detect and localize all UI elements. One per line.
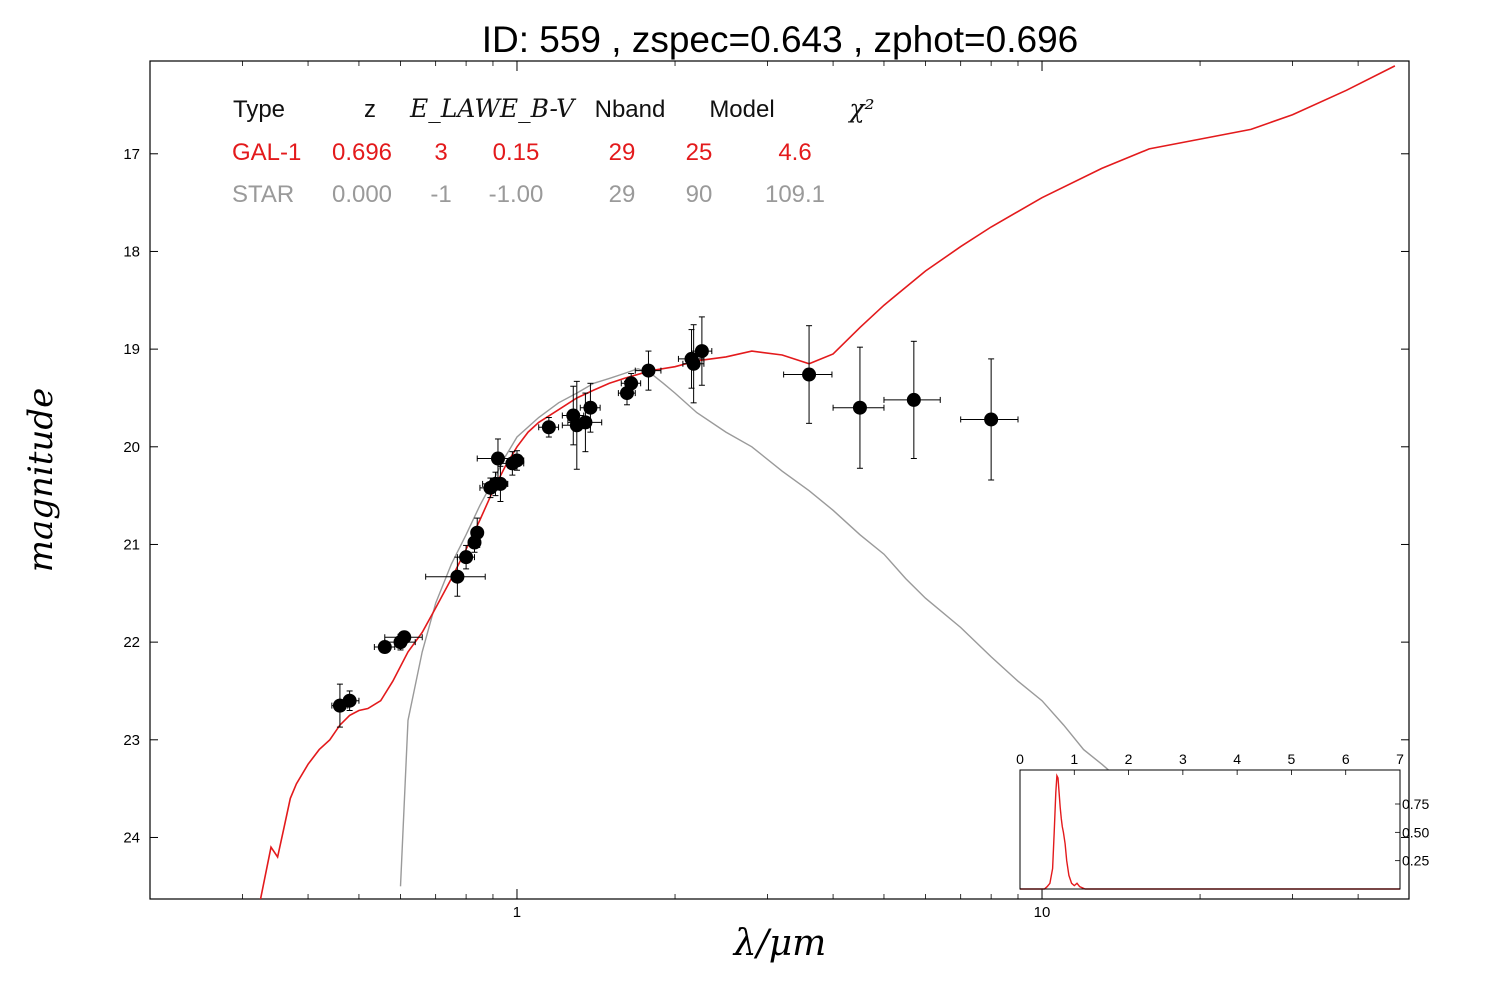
y-tick-label: 21 — [123, 536, 140, 553]
data-point — [832, 346, 885, 469]
data-point — [883, 340, 941, 460]
inset-plot: 0 1 2 3 4 5 6 7 0.25 0.50 0.75 — [1016, 751, 1429, 890]
data-point-marker — [493, 476, 508, 491]
y-tick-label: 19 — [123, 341, 140, 358]
data-point-marker — [490, 451, 505, 466]
table-cell: -1.00 — [489, 181, 544, 208]
sed-curve-star — [399, 367, 1120, 887]
inset-y-tick-label: 0.25 — [1402, 853, 1429, 869]
y-tick-label: 23 — [123, 732, 140, 749]
data-point — [384, 630, 423, 645]
data-point-marker — [377, 640, 392, 655]
table-header-nband: Nband — [595, 96, 666, 123]
x-tick-label: 1 — [513, 904, 521, 921]
data-point — [783, 325, 833, 424]
data-point-marker — [583, 400, 598, 415]
data-point-marker — [906, 392, 921, 407]
data-point — [960, 358, 1019, 481]
table-header-elaw: E_LAW — [409, 94, 502, 123]
inset-x-tick-label: 3 — [1179, 751, 1187, 767]
plot-frame — [149, 60, 1410, 900]
inset-pdf: 0 1 2 3 4 5 6 7 0.25 0.50 0.75 — [1016, 751, 1429, 890]
inset-y-tick-label: 0.50 — [1402, 824, 1429, 840]
data-point-marker — [802, 367, 817, 382]
y-tick-label: 20 — [123, 439, 140, 456]
data-point-marker — [459, 550, 474, 565]
table-header-type: Type — [233, 96, 285, 123]
table-header-model: Model — [709, 96, 774, 123]
table-header-ebv: E_B-V — [499, 94, 577, 123]
x-axis-ticks: 1 10 — [242, 61, 1359, 921]
inset-x-tick-label: 2 — [1125, 751, 1133, 767]
fit-table: Type z E_LAW E_B-V Nband Model χ² GAL-1 0.696 3 0.… — [232, 94, 875, 208]
y-tick-label: 17 — [123, 146, 140, 163]
table-cell: 4.6 — [778, 139, 811, 166]
inset-x-tick-label: 0 — [1016, 751, 1024, 767]
data-point-marker — [852, 400, 867, 415]
chart-title: ID: 559 , zspec=0.643 , zphot=0.696 — [482, 19, 1079, 60]
inset-y-tick-label: 0.75 — [1402, 796, 1429, 812]
inset-background — [1020, 770, 1400, 889]
data-point-marker — [509, 453, 524, 468]
data-point-marker — [450, 569, 465, 584]
inset-x-tick-label: 4 — [1233, 751, 1241, 767]
photometry-points — [331, 316, 1019, 728]
data-point — [425, 556, 486, 597]
data-point — [561, 385, 585, 446]
table-header-chi2: χ² — [847, 94, 874, 123]
data-point — [456, 544, 475, 570]
model-curves — [259, 65, 1396, 899]
data-point-marker — [578, 415, 593, 430]
data-point-marker — [541, 420, 556, 435]
data-point — [579, 382, 601, 433]
data-point — [634, 350, 662, 391]
sed-curve-gal-1 — [259, 65, 1396, 899]
y-tick-label: 22 — [123, 634, 140, 651]
inset-x-tick-label: 6 — [1342, 751, 1350, 767]
table-cell: 0.000 — [332, 181, 392, 208]
y-tick-label: 18 — [123, 243, 140, 260]
table-cell: -1 — [430, 181, 451, 208]
y-axis-label: magnitude — [21, 388, 61, 573]
data-point — [470, 517, 485, 548]
x-tick-label: 10 — [1034, 904, 1051, 921]
data-point — [492, 465, 509, 502]
table-header-z: z — [364, 96, 376, 123]
data-point — [620, 373, 642, 394]
table-cell: 109.1 — [765, 181, 825, 208]
data-point-marker — [397, 630, 412, 645]
data-point — [509, 450, 525, 471]
data-point-marker — [984, 412, 999, 427]
data-point — [682, 324, 705, 404]
inset-x-tick-label: 1 — [1070, 751, 1078, 767]
inset-x-tick-label: 7 — [1396, 751, 1404, 767]
inset-frame — [1019, 769, 1401, 890]
table-cell: STAR — [232, 181, 294, 208]
table-cell: 0.696 — [332, 139, 392, 166]
data-point-marker — [641, 363, 656, 378]
inset-x-tick-label: 5 — [1288, 751, 1296, 767]
data-point-marker — [686, 356, 701, 371]
table-cell: 90 — [686, 181, 713, 208]
inset-pdf-curve — [1020, 773, 1400, 890]
data-point-marker — [342, 693, 357, 708]
x-axis-label: λ/μm — [732, 923, 826, 964]
data-point-marker — [624, 376, 639, 391]
data-point — [691, 316, 713, 386]
table-cell: 3 — [434, 139, 447, 166]
table-cell: 25 — [686, 139, 713, 166]
y-tick-label: 24 — [123, 829, 140, 846]
data-point — [373, 640, 396, 655]
table-cell: GAL-1 — [232, 139, 301, 166]
table-cell: 0.15 — [493, 139, 540, 166]
data-point — [538, 416, 560, 438]
table-cell: 29 — [609, 181, 636, 208]
data-point-marker — [470, 525, 485, 540]
data-point-marker — [694, 344, 709, 359]
data-point — [339, 690, 360, 711]
table-cell: 29 — [609, 139, 636, 166]
